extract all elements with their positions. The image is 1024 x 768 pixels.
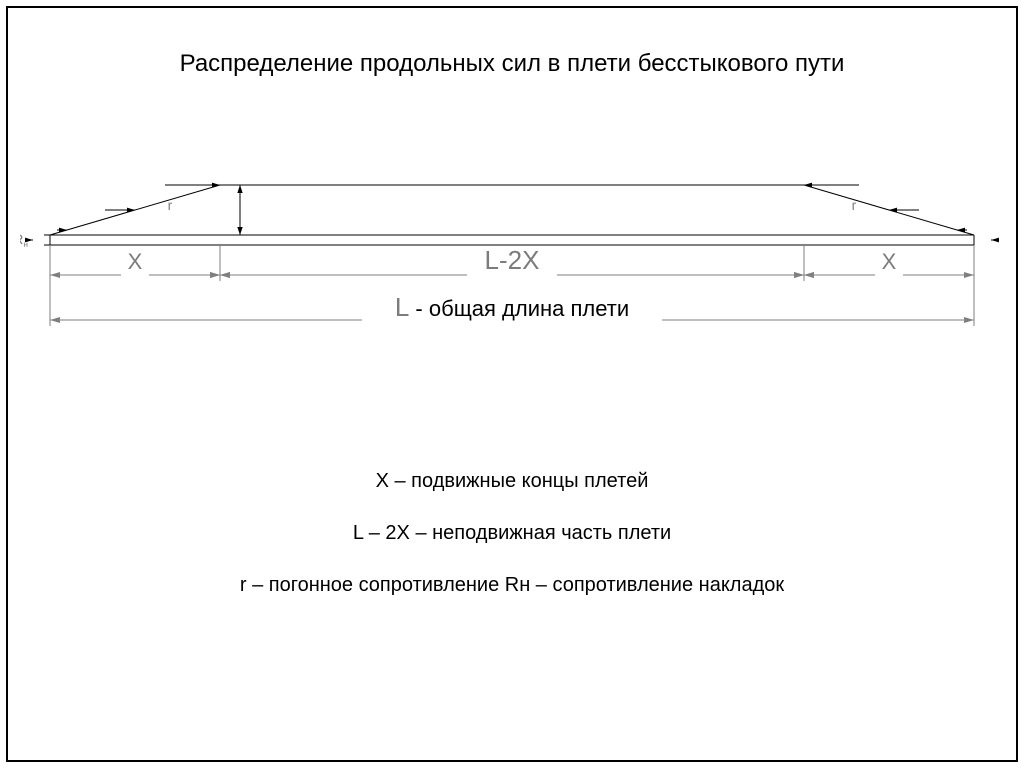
svg-text:r: r: [168, 197, 173, 213]
svg-text:X: X: [128, 249, 143, 274]
svg-text:Rн: Rн: [20, 231, 28, 249]
page-title: Распределение продольных сил в плети бес…: [0, 50, 1024, 78]
svg-text:X: X: [882, 249, 897, 274]
force-distribution-diagram: r r Rн X X L-2X L - общая длина плети: [20, 160, 1004, 380]
svg-text:L - общая длина плети: L - общая длина плети: [395, 292, 629, 322]
svg-text:L-2X: L-2X: [485, 245, 540, 275]
legend-line: L – 2X – неподвижная часть плети: [0, 522, 1024, 545]
legend-line: r – погонное сопротивление Rн – сопротив…: [0, 574, 1024, 597]
svg-text:r: r: [852, 197, 857, 213]
legend-line: X – подвижные концы плетей: [0, 470, 1024, 493]
page-frame: [6, 6, 1018, 762]
